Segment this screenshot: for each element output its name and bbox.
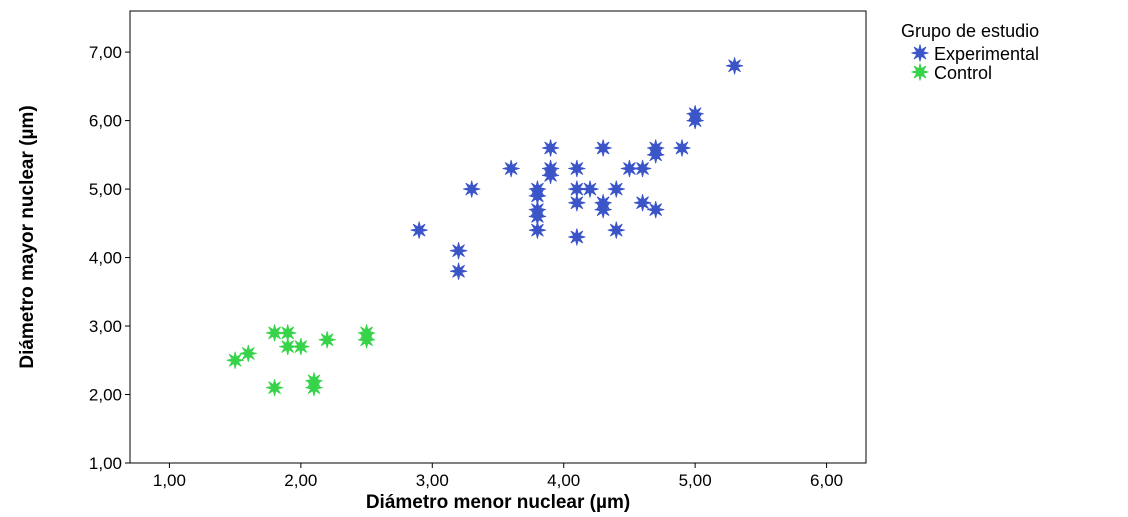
data-point-experimental <box>607 180 625 198</box>
x-tick-label: 1,00 <box>153 471 186 490</box>
data-point-control <box>226 351 244 369</box>
data-point-experimental <box>647 146 665 164</box>
y-tick-label: 6,00 <box>89 112 122 131</box>
data-point-experimental <box>541 166 560 184</box>
y-axis: 1,00 2,00 3,00 4,00 5,00 6,00 7,00 <box>89 43 130 473</box>
data-point-control <box>357 331 376 349</box>
data-point-experimental <box>568 228 586 246</box>
data-points <box>226 57 744 397</box>
data-point-control <box>279 337 297 356</box>
data-point-experimental <box>528 221 547 239</box>
data-point-experimental <box>594 139 612 157</box>
x-tick-label: 5,00 <box>679 471 712 490</box>
data-point-control <box>318 331 336 349</box>
legend-marker-control <box>911 63 929 81</box>
data-point-experimental <box>568 194 586 212</box>
data-point-experimental <box>502 159 520 178</box>
data-point-experimental <box>607 221 625 239</box>
legend-title: Grupo de estudio <box>901 21 1039 41</box>
data-point-control <box>265 324 284 342</box>
data-point-experimental <box>633 159 652 178</box>
data-point-experimental <box>725 57 744 75</box>
legend-label-control: Control <box>934 63 992 83</box>
x-axis-title: Diámetro menor nuclear (µm) <box>366 492 630 513</box>
data-point-control <box>239 344 257 363</box>
plot-frame <box>129 10 867 464</box>
data-point-experimental <box>449 262 468 280</box>
x-tick-label: 3,00 <box>416 471 449 490</box>
x-tick-label: 4,00 <box>547 471 580 490</box>
data-point-experimental <box>541 139 560 157</box>
x-tick-label: 6,00 <box>810 471 843 490</box>
x-tick-label: 2,00 <box>284 471 317 490</box>
y-tick-label: 7,00 <box>89 43 122 62</box>
data-point-experimental <box>647 201 665 219</box>
y-tick-label: 3,00 <box>89 317 122 336</box>
data-point-experimental <box>633 194 652 212</box>
data-point-experimental <box>568 159 586 178</box>
data-point-experimental <box>410 221 428 239</box>
data-point-control <box>292 337 310 356</box>
plot-area <box>129 10 867 464</box>
data-point-experimental <box>620 159 639 178</box>
legend-label-experimental: Experimental <box>934 44 1039 64</box>
data-point-experimental <box>463 180 481 198</box>
y-tick-label: 5,00 <box>89 180 122 199</box>
y-axis-title: Diámetro mayor nuclear (µm) <box>17 105 38 368</box>
data-point-experimental <box>673 139 691 157</box>
y-tick-label: 2,00 <box>89 386 122 405</box>
data-point-control <box>305 379 323 397</box>
y-tick-label: 1,00 <box>89 454 122 473</box>
data-point-experimental <box>449 242 468 260</box>
data-point-experimental <box>594 201 612 219</box>
data-point-experimental <box>581 180 599 198</box>
data-point-experimental <box>686 111 704 130</box>
data-point-control <box>265 379 284 397</box>
y-tick-label: 4,00 <box>89 249 122 268</box>
legend-marker-experimental <box>911 44 929 62</box>
x-axis: 1,00 2,00 3,00 4,00 5,00 6,00 <box>153 463 843 490</box>
